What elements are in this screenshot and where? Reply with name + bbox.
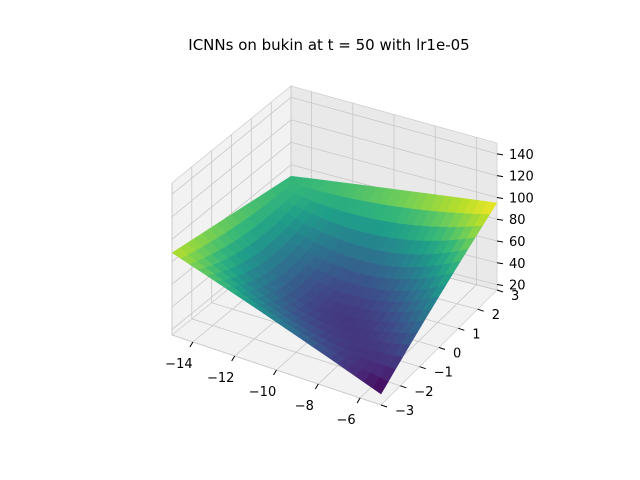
y-tick-label: −3 xyxy=(395,404,414,419)
x-tick-label: −14 xyxy=(165,357,192,372)
y-tick-mark xyxy=(400,385,407,389)
y-tick-label: 0 xyxy=(453,347,461,362)
y-tick-label: −1 xyxy=(434,366,453,381)
grid-line-y xyxy=(171,183,382,406)
z-tick-label: 60 xyxy=(509,235,526,250)
x-tick-label: −8 xyxy=(295,399,314,414)
z-tick-label: 40 xyxy=(509,257,526,272)
y-tick-mark xyxy=(438,347,446,350)
y-tick-label: 2 xyxy=(492,308,500,323)
z-tick-mark xyxy=(496,196,504,199)
z-tick-label: 120 xyxy=(509,170,534,185)
x-tick-mark xyxy=(231,355,236,362)
y-tick-label: 1 xyxy=(472,327,480,342)
z-tick-label: 100 xyxy=(509,191,534,206)
x-tick-mark xyxy=(189,341,194,348)
z-tick-mark xyxy=(496,218,504,221)
y-tick-mark xyxy=(496,289,504,293)
x-tick-label: −6 xyxy=(337,413,356,428)
y-tick-mark xyxy=(477,308,484,312)
y-tick-mark xyxy=(380,404,388,408)
grid-line-z xyxy=(171,119,498,218)
z-tick-mark xyxy=(496,284,504,287)
x-tick-mark xyxy=(314,383,319,390)
z-tick-label: 20 xyxy=(509,279,526,294)
x-tick-label: −10 xyxy=(249,385,276,400)
grid-line-z xyxy=(171,141,498,240)
grid-line-y xyxy=(191,166,401,387)
z-tick-label: 80 xyxy=(509,213,526,228)
y-tick-label: −2 xyxy=(414,385,433,400)
z-tick-label: 140 xyxy=(509,148,534,163)
x-tick-mark xyxy=(356,397,361,404)
z-tick-mark xyxy=(496,240,504,243)
x-tick-mark xyxy=(273,369,277,376)
chart-title: ICNNs on bukin at t = 50 with lr1e-05 xyxy=(188,36,469,54)
y-tick-mark xyxy=(419,366,426,370)
y-tick-label: 3 xyxy=(511,289,519,304)
z-tick-mark xyxy=(496,153,504,156)
surface-patch xyxy=(372,377,389,395)
z-tick-mark xyxy=(496,262,504,265)
surface xyxy=(171,175,498,395)
x-tick-label: −12 xyxy=(207,371,234,386)
grid-line-z xyxy=(171,96,498,195)
z-tick-mark xyxy=(496,175,504,178)
y-tick-mark xyxy=(458,327,465,331)
